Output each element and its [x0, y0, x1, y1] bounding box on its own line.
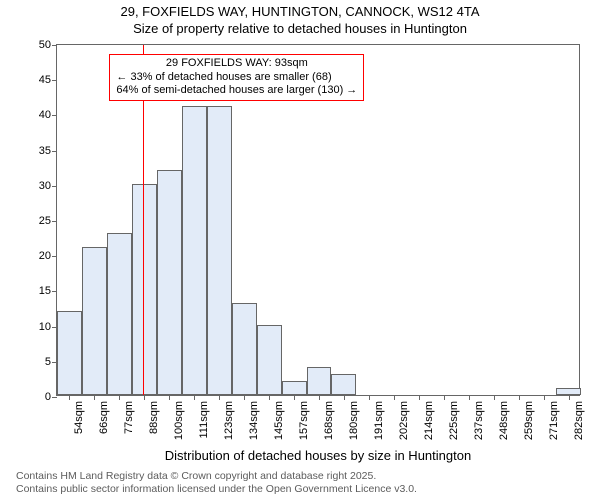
x-tick-mark: [344, 395, 345, 400]
histogram-bar: [331, 374, 356, 395]
x-tick-mark: [444, 395, 445, 400]
x-tick-mark: [144, 395, 145, 400]
x-tick-mark: [419, 395, 420, 400]
histogram-plot: 0510152025303540455054sqm66sqm77sqm88sqm…: [56, 44, 580, 396]
figure-root: 29, FOXFIELDS WAY, HUNTINGTON, CANNOCK, …: [0, 0, 600, 500]
annotation-line: 64% of semi-detached houses are larger (…: [116, 84, 357, 98]
x-tick-mark: [569, 395, 570, 400]
x-tick-mark: [319, 395, 320, 400]
x-tick-mark: [194, 395, 195, 400]
x-tick-mark: [94, 395, 95, 400]
y-tick-label: 5: [45, 356, 51, 368]
x-tick-label: 134sqm: [248, 401, 260, 440]
histogram-bar: [107, 233, 132, 395]
annotation-line: 29 FOXFIELDS WAY: 93sqm: [116, 57, 357, 71]
y-tick-label: 45: [39, 74, 51, 86]
y-tick-label: 40: [39, 109, 51, 121]
x-tick-label: 191sqm: [373, 401, 385, 440]
x-tick-label: 111sqm: [198, 401, 210, 439]
footer-line-2: Contains public sector information licen…: [16, 483, 417, 496]
y-tick-mark: [52, 186, 57, 187]
histogram-bar: [207, 106, 232, 395]
x-tick-label: 225sqm: [448, 401, 460, 440]
histogram-bar: [132, 184, 157, 395]
y-tick-mark: [52, 80, 57, 81]
y-tick-label: 10: [39, 321, 51, 333]
x-tick-mark: [69, 395, 70, 400]
histogram-bar: [556, 388, 581, 395]
histogram-bar: [257, 325, 282, 395]
x-tick-mark: [494, 395, 495, 400]
x-tick-label: 66sqm: [98, 401, 110, 434]
title-line-2: Size of property relative to detached ho…: [0, 21, 600, 38]
x-tick-label: 123sqm: [223, 401, 235, 440]
x-tick-label: 202sqm: [398, 401, 410, 440]
x-tick-mark: [519, 395, 520, 400]
histogram-bar: [182, 106, 207, 395]
annotation-line: ← 33% of detached houses are smaller (68…: [116, 71, 357, 85]
x-tick-mark: [544, 395, 545, 400]
x-tick-label: 77sqm: [123, 401, 135, 434]
x-tick-label: 180sqm: [348, 401, 360, 440]
title-line-1: 29, FOXFIELDS WAY, HUNTINGTON, CANNOCK, …: [0, 4, 600, 21]
x-tick-mark: [369, 395, 370, 400]
title-block: 29, FOXFIELDS WAY, HUNTINGTON, CANNOCK, …: [0, 0, 600, 38]
x-tick-label: 157sqm: [298, 401, 310, 440]
y-tick-label: 30: [39, 180, 51, 192]
y-tick-label: 35: [39, 145, 51, 157]
x-tick-mark: [294, 395, 295, 400]
x-tick-label: 100sqm: [173, 401, 185, 440]
x-axis-label: Distribution of detached houses by size …: [56, 448, 580, 463]
y-tick-label: 15: [39, 285, 51, 297]
y-tick-mark: [52, 221, 57, 222]
x-tick-label: 145sqm: [273, 401, 285, 440]
histogram-bar: [232, 303, 257, 395]
x-tick-label: 54sqm: [73, 401, 85, 434]
histogram-bar: [82, 247, 107, 395]
y-tick-mark: [52, 151, 57, 152]
y-tick-label: 50: [39, 39, 51, 51]
y-tick-mark: [52, 291, 57, 292]
histogram-bar: [57, 311, 82, 395]
x-tick-mark: [219, 395, 220, 400]
x-tick-mark: [244, 395, 245, 400]
x-tick-label: 237sqm: [473, 401, 485, 440]
histogram-bar: [282, 381, 307, 395]
x-tick-label: 214sqm: [423, 401, 435, 440]
x-tick-mark: [119, 395, 120, 400]
x-tick-label: 271sqm: [548, 401, 560, 440]
y-tick-label: 0: [45, 391, 51, 403]
x-tick-mark: [169, 395, 170, 400]
attribution-footer: Contains HM Land Registry data © Crown c…: [16, 470, 417, 496]
histogram-bar: [307, 367, 332, 395]
y-tick-mark: [52, 45, 57, 46]
x-tick-label: 248sqm: [498, 401, 510, 440]
footer-line-1: Contains HM Land Registry data © Crown c…: [16, 470, 417, 483]
y-tick-mark: [52, 397, 57, 398]
x-tick-label: 88sqm: [148, 401, 160, 434]
annotation-box: 29 FOXFIELDS WAY: 93sqm← 33% of detached…: [109, 54, 364, 101]
histogram-bar: [157, 170, 182, 395]
x-tick-mark: [469, 395, 470, 400]
y-tick-mark: [52, 256, 57, 257]
x-tick-mark: [269, 395, 270, 400]
x-tick-label: 259sqm: [523, 401, 535, 440]
x-tick-label: 282sqm: [573, 401, 585, 440]
y-tick-label: 25: [39, 215, 51, 227]
y-tick-label: 20: [39, 250, 51, 262]
y-tick-mark: [52, 115, 57, 116]
x-tick-mark: [394, 395, 395, 400]
x-tick-label: 168sqm: [323, 401, 335, 440]
